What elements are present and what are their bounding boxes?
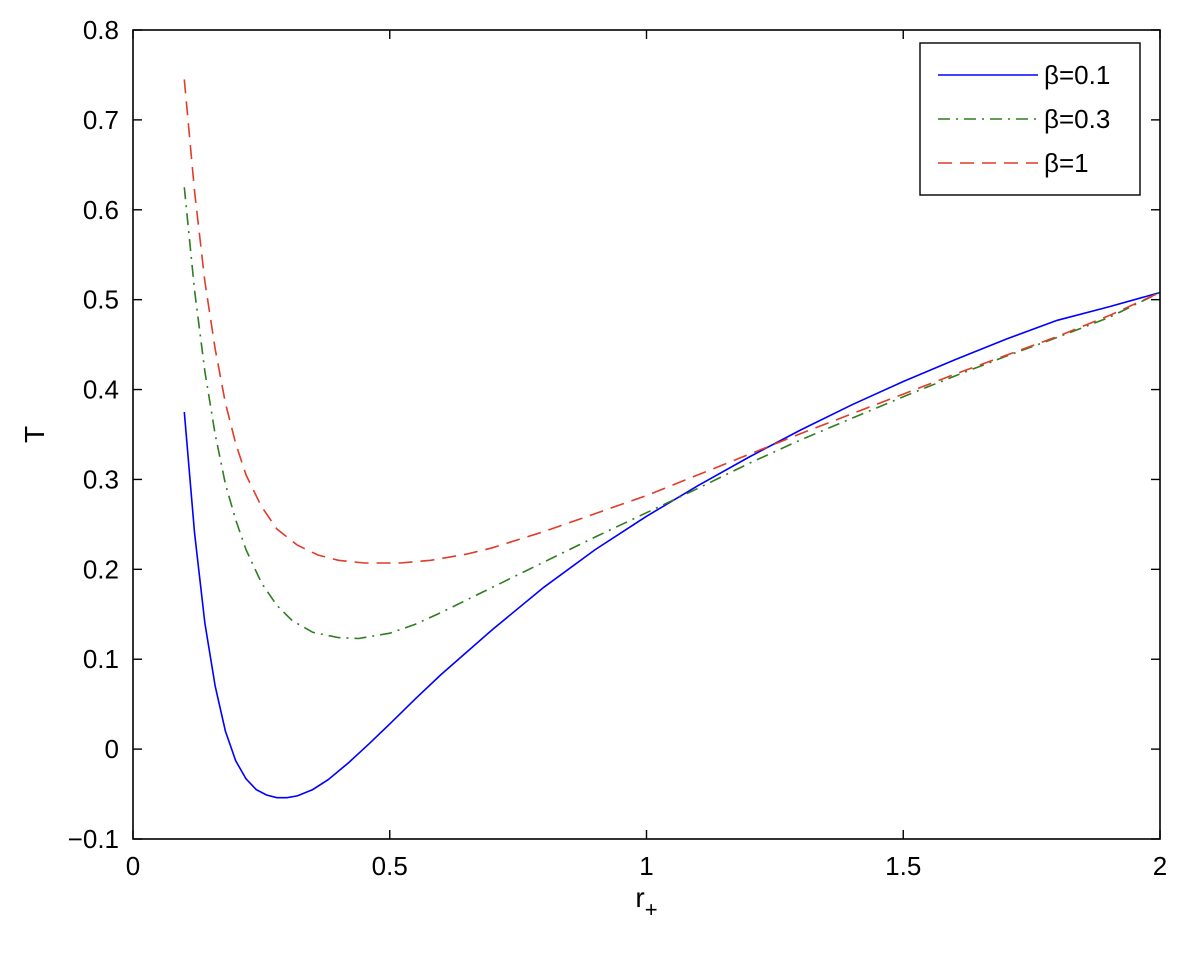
x-axis-label-main: r: [635, 882, 644, 913]
x-tick-label: 0: [126, 851, 140, 881]
axis-ticks: [132, 29, 1161, 840]
y-tick-label: 0.6: [83, 195, 119, 225]
y-tick-label: 0.7: [83, 105, 119, 135]
y-axis-label: T: [19, 426, 50, 443]
x-tick-label: 0.5: [372, 851, 408, 881]
y-tick-label: −0.1: [68, 824, 119, 854]
series-line-1: [183, 291, 1161, 799]
y-tick-label: 0: [105, 734, 119, 764]
x-tick-label: 2: [1153, 851, 1167, 881]
x-tick-label: 1: [639, 851, 653, 881]
series-line-3: [183, 79, 1161, 564]
legend-entry-label: β=0.3: [1044, 104, 1110, 134]
legend-entry-label: β=1: [1044, 148, 1089, 178]
x-axis-label-subscript: +: [645, 897, 658, 922]
y-tick-label: 0.8: [83, 15, 119, 45]
y-tick-label: 0.2: [83, 554, 119, 584]
x-axis-label: r+: [635, 882, 657, 922]
legend: β=0.1 β=0.3 β=1: [919, 42, 1141, 196]
y-tick-label: 0.1: [83, 644, 119, 674]
y-tick-label: 0.4: [83, 375, 119, 405]
legend-entry-label: β=0.1: [1044, 60, 1110, 90]
y-tick-label: 0.5: [83, 285, 119, 315]
plot-lines: [183, 79, 1161, 799]
series-line-2: [183, 187, 1161, 640]
y-tick-label: 0.3: [83, 464, 119, 494]
tick-labels: 0 0.5 1 1.5 2−0.100.10.20.30.40.50.60.70.8: [68, 15, 1168, 881]
x-tick-label: 1.5: [885, 851, 921, 881]
